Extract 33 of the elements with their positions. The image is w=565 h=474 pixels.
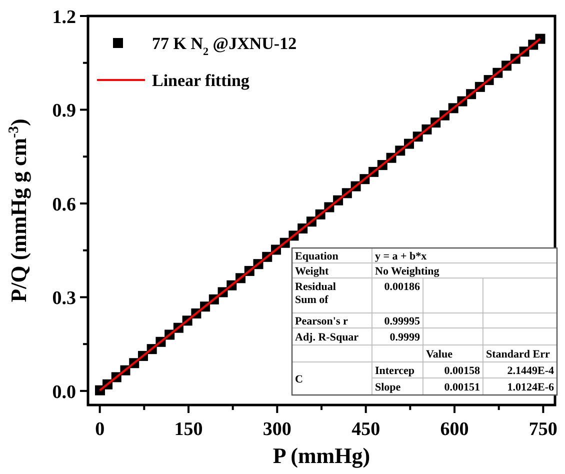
x-tick-label: 300	[262, 419, 292, 440]
annotation: 0.00158	[444, 365, 480, 377]
annotation: No Weighting	[375, 266, 440, 278]
y-tick-label: 0.9	[52, 100, 76, 122]
annotation: C	[295, 374, 303, 386]
annotation: Pearson's r	[295, 316, 348, 328]
x-tick-label: 750	[528, 419, 558, 440]
annotation: Weight	[295, 266, 329, 278]
annotation: 0.00151	[444, 382, 480, 394]
x-tick-label: 450	[352, 419, 380, 440]
legend-label: 77 K N$_{2}$ @JXNU-12	[152, 34, 297, 58]
x-tick-label: 600	[440, 419, 469, 440]
annotation: Standard Err	[486, 348, 550, 360]
y-tick-label: 0.3	[52, 288, 76, 310]
y-tick-label: 1.2	[52, 7, 76, 28]
legend-label: Linear fitting	[152, 71, 250, 90]
x-tick-label: 150	[174, 419, 203, 440]
annotation: Equation	[295, 250, 338, 262]
annotation: Value	[426, 348, 453, 360]
y-tick-label: 0.6	[52, 194, 76, 216]
annotation: Slope	[375, 382, 401, 394]
annotation: 0.9999	[390, 332, 420, 344]
annotation: 1.0124E-6	[507, 382, 554, 394]
x-tick-label: 0	[95, 419, 105, 440]
y-tick-label: 0.0	[52, 382, 76, 403]
annotation: y = a + b*x	[375, 250, 428, 262]
annotation: 0.99995	[384, 316, 420, 328]
annotation: 2.1449E-4	[507, 365, 554, 377]
annotation: Residual Sum of	[295, 281, 336, 306]
annotation: Adj. R-Squar	[295, 332, 359, 344]
annotation: Intercep	[375, 365, 415, 377]
x-axis-title: P (mmHg)	[272, 443, 370, 468]
annotation: 0.00186	[384, 281, 420, 293]
